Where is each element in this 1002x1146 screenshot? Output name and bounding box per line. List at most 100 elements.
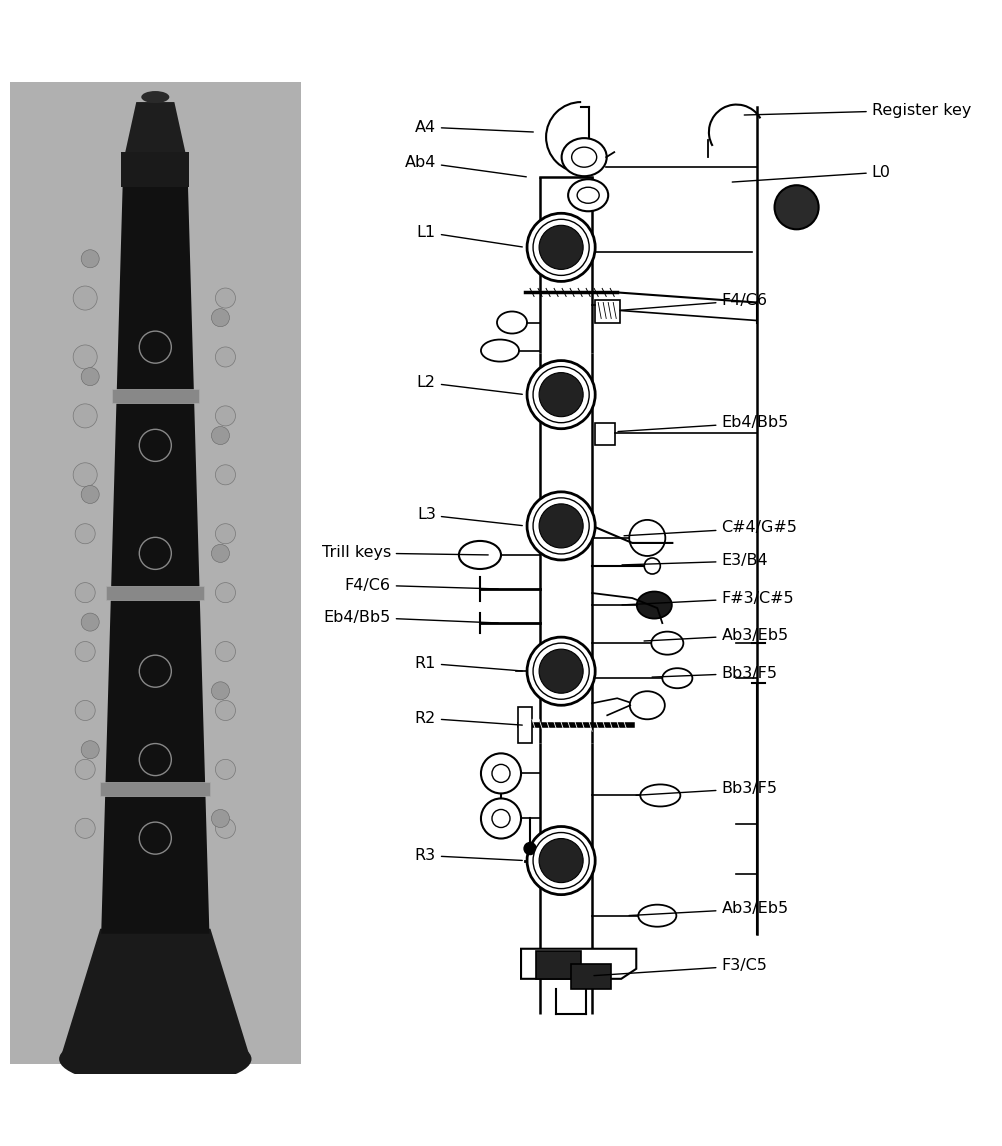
Polygon shape bbox=[101, 182, 209, 934]
Circle shape bbox=[527, 213, 595, 282]
Bar bbox=[100, 782, 210, 796]
Ellipse shape bbox=[459, 541, 501, 570]
Circle shape bbox=[73, 403, 97, 427]
Text: Ab3/Eb5: Ab3/Eb5 bbox=[629, 901, 789, 916]
Circle shape bbox=[492, 809, 510, 827]
Text: R3: R3 bbox=[415, 848, 522, 863]
Circle shape bbox=[211, 682, 229, 700]
Text: F#3/C#5: F#3/C#5 bbox=[622, 590, 794, 605]
Text: L1: L1 bbox=[417, 225, 522, 246]
Circle shape bbox=[644, 558, 660, 574]
Ellipse shape bbox=[577, 187, 599, 203]
Circle shape bbox=[527, 637, 595, 705]
Text: F3/C5: F3/C5 bbox=[594, 958, 768, 975]
Circle shape bbox=[75, 700, 95, 721]
Text: Bb3/F5: Bb3/F5 bbox=[636, 780, 778, 796]
Circle shape bbox=[139, 744, 171, 776]
Circle shape bbox=[211, 426, 229, 445]
Circle shape bbox=[81, 740, 99, 759]
Circle shape bbox=[139, 331, 171, 363]
Bar bbox=[595, 300, 620, 322]
Circle shape bbox=[215, 288, 235, 308]
Ellipse shape bbox=[630, 691, 665, 720]
Circle shape bbox=[539, 839, 583, 882]
Circle shape bbox=[211, 308, 229, 327]
Circle shape bbox=[492, 764, 510, 783]
Text: R1: R1 bbox=[415, 656, 522, 670]
Ellipse shape bbox=[568, 179, 608, 211]
Bar bbox=[121, 152, 189, 187]
Circle shape bbox=[481, 753, 521, 793]
Circle shape bbox=[539, 504, 583, 548]
Bar bbox=[536, 951, 581, 979]
Text: Trill keys: Trill keys bbox=[322, 545, 488, 560]
Text: Eb4/Bb5: Eb4/Bb5 bbox=[324, 610, 498, 625]
Circle shape bbox=[75, 582, 95, 603]
Circle shape bbox=[539, 226, 583, 269]
Ellipse shape bbox=[638, 904, 676, 927]
Circle shape bbox=[539, 372, 583, 417]
Circle shape bbox=[139, 822, 171, 854]
Circle shape bbox=[527, 361, 595, 429]
Text: L0: L0 bbox=[732, 165, 891, 182]
Circle shape bbox=[539, 649, 583, 693]
Circle shape bbox=[75, 760, 95, 779]
Circle shape bbox=[215, 582, 235, 603]
Circle shape bbox=[215, 818, 235, 839]
Circle shape bbox=[775, 186, 819, 229]
Text: A4: A4 bbox=[415, 119, 533, 134]
Circle shape bbox=[533, 643, 589, 699]
Circle shape bbox=[75, 818, 95, 839]
Polygon shape bbox=[521, 949, 636, 979]
Circle shape bbox=[75, 524, 95, 543]
Ellipse shape bbox=[561, 139, 606, 176]
Text: F4/C6: F4/C6 bbox=[621, 293, 768, 311]
Circle shape bbox=[75, 642, 95, 661]
Text: Bb3/F5: Bb3/F5 bbox=[652, 666, 778, 681]
Bar bbox=[595, 423, 615, 445]
Text: R2: R2 bbox=[415, 711, 522, 725]
Text: Ab4: Ab4 bbox=[405, 155, 526, 176]
Circle shape bbox=[215, 642, 235, 661]
Circle shape bbox=[629, 520, 665, 556]
Circle shape bbox=[215, 406, 235, 426]
Circle shape bbox=[533, 367, 589, 423]
Ellipse shape bbox=[662, 668, 692, 689]
Ellipse shape bbox=[571, 147, 596, 167]
Polygon shape bbox=[125, 102, 185, 152]
Text: Ab3/Eb5: Ab3/Eb5 bbox=[644, 628, 789, 643]
Text: L3: L3 bbox=[417, 508, 522, 526]
Bar bbox=[571, 964, 611, 989]
Text: Register key: Register key bbox=[744, 103, 971, 118]
Ellipse shape bbox=[651, 631, 683, 654]
Circle shape bbox=[73, 286, 97, 311]
Circle shape bbox=[215, 700, 235, 721]
Circle shape bbox=[215, 347, 235, 367]
Polygon shape bbox=[60, 928, 250, 1059]
Ellipse shape bbox=[59, 1031, 252, 1086]
Bar bbox=[518, 707, 532, 744]
Text: Eb4/Bb5: Eb4/Bb5 bbox=[618, 415, 789, 432]
Circle shape bbox=[211, 544, 229, 563]
Circle shape bbox=[527, 826, 595, 895]
Circle shape bbox=[81, 486, 99, 503]
Text: C#4/G#5: C#4/G#5 bbox=[624, 520, 798, 536]
Bar bbox=[106, 586, 204, 599]
Circle shape bbox=[81, 613, 99, 631]
Circle shape bbox=[139, 430, 171, 462]
Circle shape bbox=[139, 656, 171, 688]
Ellipse shape bbox=[497, 312, 527, 333]
Ellipse shape bbox=[640, 784, 680, 807]
Circle shape bbox=[533, 832, 589, 888]
Bar bbox=[112, 390, 198, 403]
Bar bbox=[10, 83, 301, 1063]
Circle shape bbox=[211, 809, 229, 827]
Circle shape bbox=[215, 524, 235, 543]
Circle shape bbox=[524, 842, 536, 855]
Circle shape bbox=[81, 250, 99, 268]
Circle shape bbox=[527, 492, 595, 560]
Text: E3/B4: E3/B4 bbox=[622, 554, 769, 568]
Circle shape bbox=[73, 345, 97, 369]
Ellipse shape bbox=[637, 591, 671, 619]
Circle shape bbox=[215, 760, 235, 779]
